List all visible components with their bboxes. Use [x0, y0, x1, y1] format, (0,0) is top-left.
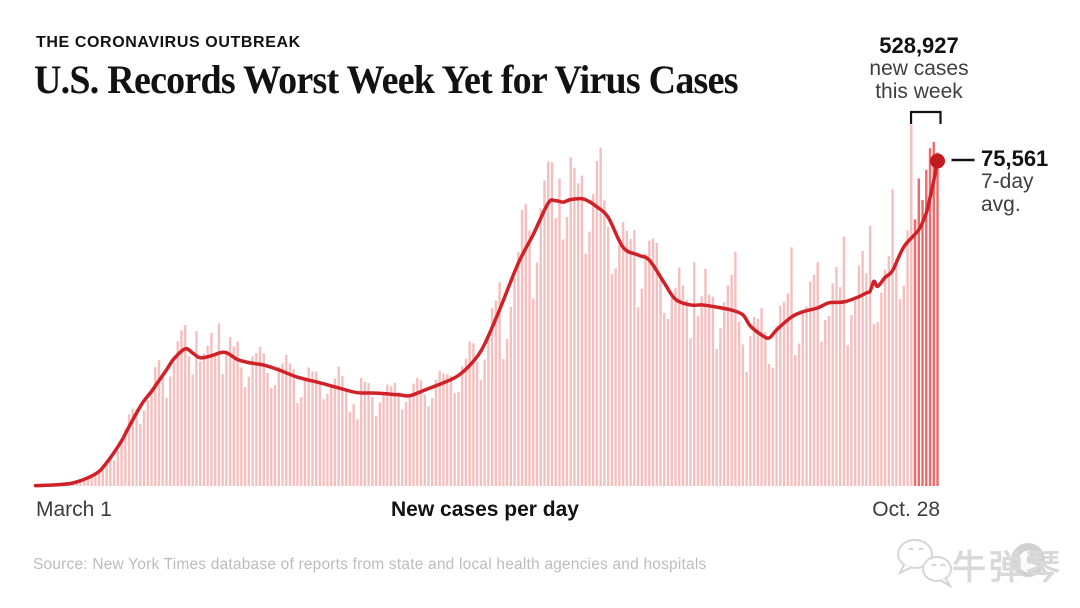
x-axis-labels: March 1 New cases per day Oct. 28: [0, 498, 1080, 524]
axis-label-title: New cases per day: [391, 498, 579, 521]
seven-day-avg-line2: avg.: [981, 193, 1021, 216]
wechat-icon: [897, 539, 1045, 589]
week-total-value: 528,927: [879, 33, 959, 58]
seven-day-avg-line1: 7-day: [981, 170, 1034, 193]
publisher-seal-icon: [1011, 543, 1045, 577]
page-title: U.S. Records Worst Week Yet for Virus Ca…: [34, 57, 738, 102]
seven-day-avg-line: [33, 159, 940, 488]
axis-label-start: March 1: [36, 498, 112, 521]
watermark-text: 牛弹琴: [952, 549, 1063, 587]
seven-day-avg-annotation: 75,561 7-day avg.: [981, 147, 1048, 216]
source-credit: Source: New York Times database of repor…: [33, 556, 707, 573]
week-total-annotation: 528,927 new cases this week: [851, 34, 987, 103]
section-kicker: THE CORONAVIRUS OUTBREAK: [36, 34, 301, 51]
axis-label-end: Oct. 28: [872, 498, 940, 521]
week-total-line2: this week: [875, 80, 963, 103]
week-total-line1: new cases: [869, 57, 969, 80]
seven-day-avg-value: 75,561: [981, 146, 1049, 171]
avg-endpoint-dot: [930, 153, 945, 169]
daily-bars: [34, 124, 939, 487]
watermark: 牛弹琴: [890, 536, 1070, 602]
week-bracket: [909, 110, 942, 124]
